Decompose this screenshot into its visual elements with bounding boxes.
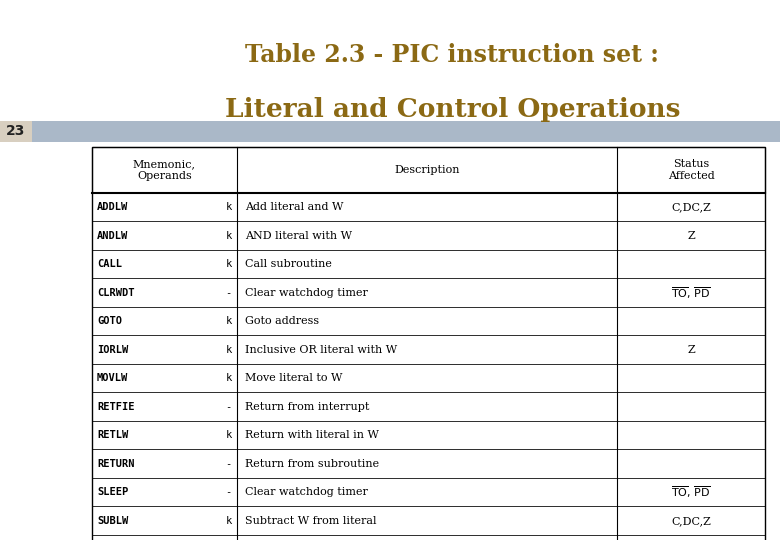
Text: Literal and Control Operations: Literal and Control Operations	[225, 98, 680, 123]
FancyBboxPatch shape	[92, 250, 765, 279]
Text: Clear watchdog timer: Clear watchdog timer	[245, 487, 367, 497]
Text: MOVLW: MOVLW	[97, 373, 128, 383]
Text: Z: Z	[687, 345, 695, 355]
FancyBboxPatch shape	[0, 121, 32, 142]
FancyBboxPatch shape	[92, 335, 765, 364]
FancyBboxPatch shape	[92, 393, 765, 421]
Text: Goto address: Goto address	[245, 316, 319, 326]
Text: -: -	[225, 402, 232, 411]
Text: Call subroutine: Call subroutine	[245, 259, 332, 269]
Text: RETURN: RETURN	[97, 459, 134, 469]
FancyBboxPatch shape	[92, 307, 765, 335]
FancyBboxPatch shape	[92, 193, 765, 221]
Text: k: k	[225, 516, 232, 526]
Text: $\overline{\mathrm{TO}}$, $\overline{\mathrm{PD}}$: $\overline{\mathrm{TO}}$, $\overline{\ma…	[671, 285, 711, 301]
Text: k: k	[225, 316, 232, 326]
FancyBboxPatch shape	[92, 147, 765, 193]
FancyBboxPatch shape	[0, 121, 780, 142]
Text: -: -	[225, 487, 232, 497]
Text: $\overline{\mathrm{TO}}$, $\overline{\mathrm{PD}}$: $\overline{\mathrm{TO}}$, $\overline{\ma…	[671, 484, 711, 500]
Text: RETFIE: RETFIE	[97, 402, 134, 411]
Text: AND literal with W: AND literal with W	[245, 231, 352, 241]
Text: -: -	[225, 459, 232, 469]
FancyBboxPatch shape	[92, 507, 765, 535]
Text: Return from subroutine: Return from subroutine	[245, 459, 379, 469]
Text: IORLW: IORLW	[97, 345, 128, 355]
Text: k: k	[225, 345, 232, 355]
Text: GOTO: GOTO	[97, 316, 122, 326]
Text: SUBLW: SUBLW	[97, 516, 128, 526]
Text: Description: Description	[394, 165, 459, 175]
Text: SLEEP: SLEEP	[97, 487, 128, 497]
Text: Return with literal in W: Return with literal in W	[245, 430, 378, 440]
Text: C,DC,Z: C,DC,Z	[671, 202, 711, 212]
Text: RETLW: RETLW	[97, 430, 128, 440]
Text: -: -	[225, 288, 232, 298]
Text: Inclusive OR literal with W: Inclusive OR literal with W	[245, 345, 397, 355]
FancyBboxPatch shape	[92, 449, 765, 478]
Text: Status
Affected: Status Affected	[668, 159, 714, 181]
FancyBboxPatch shape	[92, 364, 765, 393]
Text: Subtract W from literal: Subtract W from literal	[245, 516, 376, 526]
Text: Mnemonic,
Operands: Mnemonic, Operands	[133, 159, 196, 181]
Text: C,DC,Z: C,DC,Z	[671, 516, 711, 526]
Text: k: k	[225, 373, 232, 383]
FancyBboxPatch shape	[92, 421, 765, 449]
FancyBboxPatch shape	[92, 221, 765, 250]
Text: k: k	[225, 202, 232, 212]
Text: k: k	[225, 259, 232, 269]
Text: CALL: CALL	[97, 259, 122, 269]
Text: k: k	[225, 231, 232, 241]
Text: Z: Z	[687, 231, 695, 241]
FancyBboxPatch shape	[92, 535, 765, 540]
Text: CLRWDT: CLRWDT	[97, 288, 134, 298]
Text: Clear watchdog timer: Clear watchdog timer	[245, 288, 367, 298]
Text: ANDLW: ANDLW	[97, 231, 128, 241]
Text: 23: 23	[6, 125, 26, 138]
Text: Return from interrupt: Return from interrupt	[245, 402, 369, 411]
Text: Add literal and W: Add literal and W	[245, 202, 343, 212]
FancyBboxPatch shape	[92, 279, 765, 307]
Text: k: k	[225, 430, 232, 440]
Text: ADDLW: ADDLW	[97, 202, 128, 212]
Text: Move literal to W: Move literal to W	[245, 373, 342, 383]
Text: Table 2.3 - PIC instruction set :: Table 2.3 - PIC instruction set :	[246, 43, 659, 67]
FancyBboxPatch shape	[92, 478, 765, 507]
